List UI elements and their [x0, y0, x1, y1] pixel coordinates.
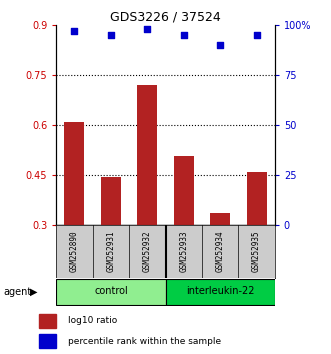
Bar — [39, 314, 56, 327]
Text: GSM252932: GSM252932 — [143, 230, 152, 272]
Bar — [166, 279, 275, 305]
Text: percentile rank within the sample: percentile rank within the sample — [68, 337, 221, 346]
Text: log10 ratio: log10 ratio — [68, 316, 117, 325]
Text: control: control — [94, 286, 128, 297]
Bar — [101, 177, 121, 225]
Bar — [137, 85, 157, 225]
Text: interleukin-22: interleukin-22 — [186, 286, 254, 297]
Bar — [247, 172, 266, 225]
Bar — [210, 213, 230, 225]
Title: GDS3226 / 37524: GDS3226 / 37524 — [110, 11, 221, 24]
Point — [254, 32, 259, 38]
Text: agent: agent — [3, 287, 31, 297]
Bar — [65, 122, 84, 225]
Text: ▶: ▶ — [30, 287, 37, 297]
Point — [72, 28, 77, 34]
Point — [181, 32, 186, 38]
Text: GSM252934: GSM252934 — [215, 230, 225, 272]
Bar — [39, 335, 56, 348]
Point — [108, 32, 114, 38]
Bar — [174, 156, 194, 225]
Point — [145, 26, 150, 32]
Text: GSM252935: GSM252935 — [252, 230, 261, 272]
Text: GSM252933: GSM252933 — [179, 230, 188, 272]
Text: GSM252890: GSM252890 — [70, 230, 79, 272]
Point — [217, 42, 223, 48]
Bar — [56, 279, 166, 305]
Text: GSM252931: GSM252931 — [106, 230, 116, 272]
